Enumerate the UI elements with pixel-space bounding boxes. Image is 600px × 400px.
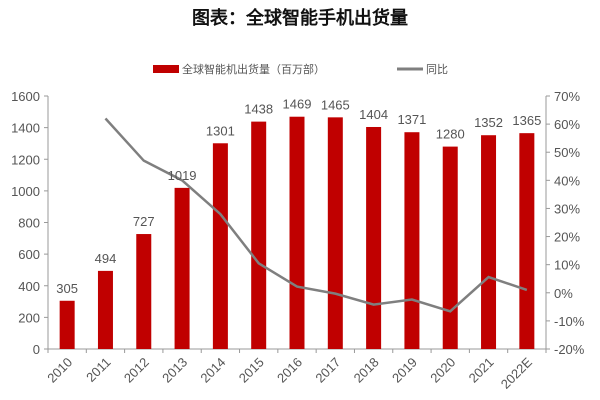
right-tick-label: -10%: [554, 314, 585, 329]
right-tick-label: -20%: [554, 342, 585, 357]
x-tick-label: 2017: [312, 355, 343, 386]
x-tick-label: 2015: [236, 355, 267, 386]
legend-swatch-bar: [153, 65, 179, 73]
legend-label-bar: 全球智能机出货量（百万部）: [182, 62, 325, 76]
x-tick-label: 2016: [274, 355, 305, 386]
bar-2013: [174, 187, 190, 349]
left-tick-label: 0: [33, 342, 40, 357]
data-label-2016: 1469: [283, 97, 312, 112]
yoy-line: [104, 117, 528, 313]
left-tick-label: 200: [18, 310, 40, 325]
bar-2012: [136, 234, 152, 349]
x-tick-label: 2022E: [498, 354, 535, 391]
data-label-2015: 1438: [244, 102, 273, 117]
bar-2021: [481, 135, 497, 349]
data-label-2021: 1352: [474, 115, 503, 130]
right-tick-label: 20%: [554, 230, 580, 245]
data-label-2011: 494: [95, 251, 117, 266]
right-tick-label: 70%: [554, 89, 580, 104]
x-tick-label: 2013: [159, 355, 190, 386]
x-tick-label: 2019: [389, 355, 420, 386]
bar-2010: [59, 300, 75, 349]
data-label-2019: 1371: [397, 112, 426, 127]
data-label-2013: 1019: [168, 168, 197, 183]
right-tick-label: 60%: [554, 117, 580, 132]
bar-2018: [366, 126, 382, 350]
data-label-2012: 727: [133, 214, 155, 229]
data-label-2018: 1404: [359, 107, 388, 122]
bar-2014: [212, 143, 228, 349]
left-tick-label: 800: [18, 216, 40, 231]
x-tick-label: 2010: [44, 355, 75, 386]
right-tick-label: 0%: [554, 286, 573, 301]
chart-title: 图表：全球智能手机出货量: [192, 7, 408, 29]
x-tick-label: 2011: [83, 355, 113, 385]
x-tick-label: 2021: [466, 355, 497, 386]
right-tick-label: 50%: [554, 145, 580, 160]
bar-2011: [97, 270, 113, 349]
left-tick-label: 1600: [11, 89, 40, 104]
x-tick-label: 2014: [197, 355, 228, 386]
left-tick-label: 600: [18, 247, 40, 262]
legend: 全球智能机出货量（百万部） 同比: [153, 62, 448, 76]
bar-2016: [289, 116, 305, 349]
data-label-2014: 1301: [206, 123, 235, 138]
bar-2022E: [519, 133, 535, 349]
bar-2015: [251, 121, 267, 350]
left-tick-label: 1000: [11, 184, 40, 199]
data-label-2010: 305: [56, 281, 78, 296]
bar-2020: [442, 146, 458, 349]
left-tick-label: 400: [18, 279, 40, 294]
data-label-2022E: 1365: [512, 113, 541, 128]
x-tick-label: 2018: [351, 355, 382, 386]
x-tick-label: 2020: [427, 355, 458, 386]
right-tick-label: 30%: [554, 201, 580, 216]
legend-label-line: 同比: [426, 63, 448, 76]
x-tick-label: 2012: [121, 355, 152, 386]
bar-2017: [327, 117, 343, 349]
data-label-2017: 1465: [321, 97, 350, 112]
data-label-2020: 1280: [436, 127, 465, 142]
bar-2019: [404, 132, 420, 349]
left-tick-label: 1200: [11, 152, 40, 167]
right-tick-label: 10%: [554, 258, 580, 273]
left-tick-label: 1400: [11, 121, 40, 136]
right-tick-label: 40%: [554, 173, 580, 188]
